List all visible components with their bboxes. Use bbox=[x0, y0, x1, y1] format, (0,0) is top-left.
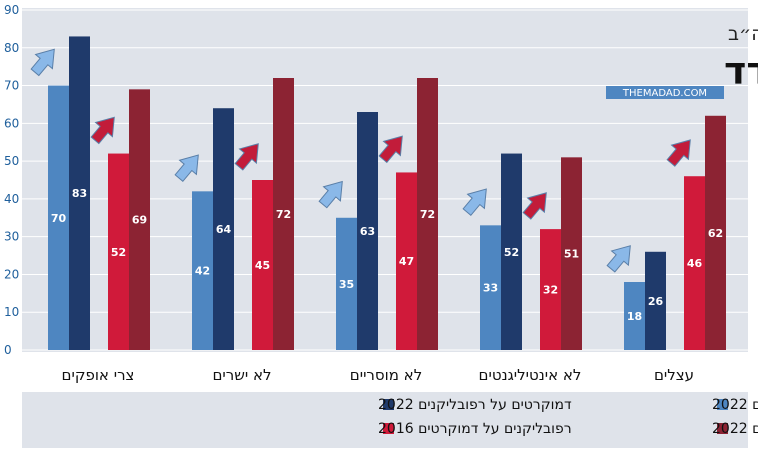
bar-value-label: 62 bbox=[708, 227, 723, 240]
bar bbox=[108, 153, 129, 350]
chart-title: עלייה ברגשות השליליים של המחנות הפוליטיי… bbox=[728, 23, 758, 45]
y-tick-label: 60 bbox=[4, 116, 19, 130]
bars: 70 83 52 69 42 64 45 72 35 63 47 72 33 52 32 51 18 26 46 62 bbox=[48, 36, 726, 351]
up-arrow-icon bbox=[174, 154, 199, 182]
bar-value-label: 42 bbox=[195, 265, 210, 278]
bar bbox=[561, 157, 582, 350]
logo: המדד THEMADAD.COM bbox=[606, 49, 758, 99]
up-arrow-icon bbox=[606, 245, 631, 273]
bar bbox=[684, 176, 705, 350]
bar-value-label: 72 bbox=[420, 208, 435, 221]
y-tick-label: 0 bbox=[4, 343, 12, 357]
legend-swatch bbox=[383, 399, 394, 410]
logo-url-bar bbox=[606, 86, 724, 99]
up-arrow-icon bbox=[234, 143, 259, 171]
category-label: לא ישרים bbox=[212, 366, 271, 384]
bar-value-label: 64 bbox=[216, 223, 232, 236]
legend-item: דמוקרטים על רפובליקנים 2022 bbox=[712, 397, 758, 413]
bar bbox=[192, 191, 213, 350]
category-label: צרי אופקים bbox=[62, 366, 135, 384]
legend-item: רפובליקנים על דמוקרטים 2016 bbox=[378, 421, 572, 437]
bar bbox=[273, 78, 294, 350]
bar-value-label: 52 bbox=[504, 246, 519, 259]
legend-item: דמוקרטים על רפובליקנים 2022 bbox=[378, 397, 572, 413]
y-axis-ticks: 0 10 20 30 40 50 60 70 80 90 bbox=[4, 3, 19, 357]
bar bbox=[336, 217, 357, 350]
legend-swatch bbox=[717, 399, 728, 410]
y-tick-label: 70 bbox=[4, 79, 19, 93]
legend-label: רפובליקנים על דמוקרטים 2022 bbox=[712, 421, 758, 437]
bar bbox=[252, 180, 273, 350]
bar bbox=[357, 112, 378, 350]
legend-label: דמוקרטים על רפובליקנים 2022 bbox=[378, 397, 572, 413]
legend-label: רפובליקנים על דמוקרטים 2016 bbox=[378, 421, 572, 437]
category-label: עצלים bbox=[654, 366, 694, 384]
logo-url: THEMADAD.COM bbox=[622, 88, 707, 99]
bar bbox=[624, 282, 645, 350]
bar-value-label: 32 bbox=[543, 284, 558, 297]
bar bbox=[48, 85, 69, 351]
bar bbox=[129, 89, 150, 350]
bar bbox=[705, 115, 726, 351]
bar bbox=[417, 78, 438, 350]
bar-value-label: 18 bbox=[627, 310, 642, 323]
up-arrow-icon bbox=[522, 192, 547, 220]
category-label: לא אינטיליגנטים bbox=[479, 366, 582, 384]
legend-label: דמוקרטים על רפובליקנים 2022 bbox=[712, 397, 758, 413]
y-tick-label: 50 bbox=[4, 154, 19, 168]
bar bbox=[645, 251, 666, 350]
category-label: לא מוסריים bbox=[350, 366, 422, 384]
legend-item: רפובליקנים על דמוקרטים 2022 bbox=[712, 421, 758, 437]
bar-value-label: 33 bbox=[483, 282, 498, 295]
bar-value-label: 26 bbox=[648, 295, 664, 308]
bar-value-label: 35 bbox=[339, 278, 354, 291]
bar bbox=[213, 108, 234, 350]
y-tick-label: 40 bbox=[4, 192, 19, 206]
bar-value-label: 72 bbox=[276, 208, 291, 221]
legend-swatch bbox=[717, 423, 728, 434]
up-arrow-icon bbox=[318, 180, 343, 209]
bar-value-label: 63 bbox=[360, 225, 375, 238]
bar-value-label: 69 bbox=[132, 214, 147, 227]
bar-value-label: 52 bbox=[111, 246, 126, 259]
legend-swatch bbox=[383, 423, 394, 434]
bar bbox=[501, 153, 522, 350]
bar bbox=[480, 225, 501, 350]
bar-value-label: 45 bbox=[255, 259, 270, 272]
up-arrow-icon bbox=[30, 48, 55, 77]
up-arrow-icon bbox=[666, 139, 691, 167]
logo-name: המדד bbox=[724, 49, 758, 93]
increase-arrows bbox=[30, 48, 691, 273]
up-arrow-icon bbox=[378, 135, 403, 164]
bar bbox=[540, 229, 561, 350]
y-tick-label: 80 bbox=[4, 41, 19, 55]
bar-value-label: 83 bbox=[72, 187, 87, 200]
category-labels: צרי אופקים לא ישרים לא מוסריים לא אינטיליגנ… bbox=[62, 366, 695, 384]
up-arrow-icon bbox=[90, 116, 115, 145]
bar-value-label: 47 bbox=[399, 255, 414, 268]
y-tick-label: 10 bbox=[4, 305, 19, 319]
bar bbox=[396, 172, 417, 350]
bar-value-label: 46 bbox=[687, 257, 703, 270]
legend: דמוקרטים על רפובליקנים 2022 דמוקרטים על ר… bbox=[22, 392, 758, 448]
bar-value-label: 51 bbox=[564, 248, 579, 261]
up-arrow-icon bbox=[462, 188, 487, 216]
y-tick-label: 20 bbox=[4, 267, 19, 281]
bar-value-label: 70 bbox=[51, 212, 67, 225]
bar bbox=[69, 36, 90, 350]
y-tick-label: 30 bbox=[4, 230, 19, 244]
y-tick-label: 90 bbox=[4, 3, 19, 17]
